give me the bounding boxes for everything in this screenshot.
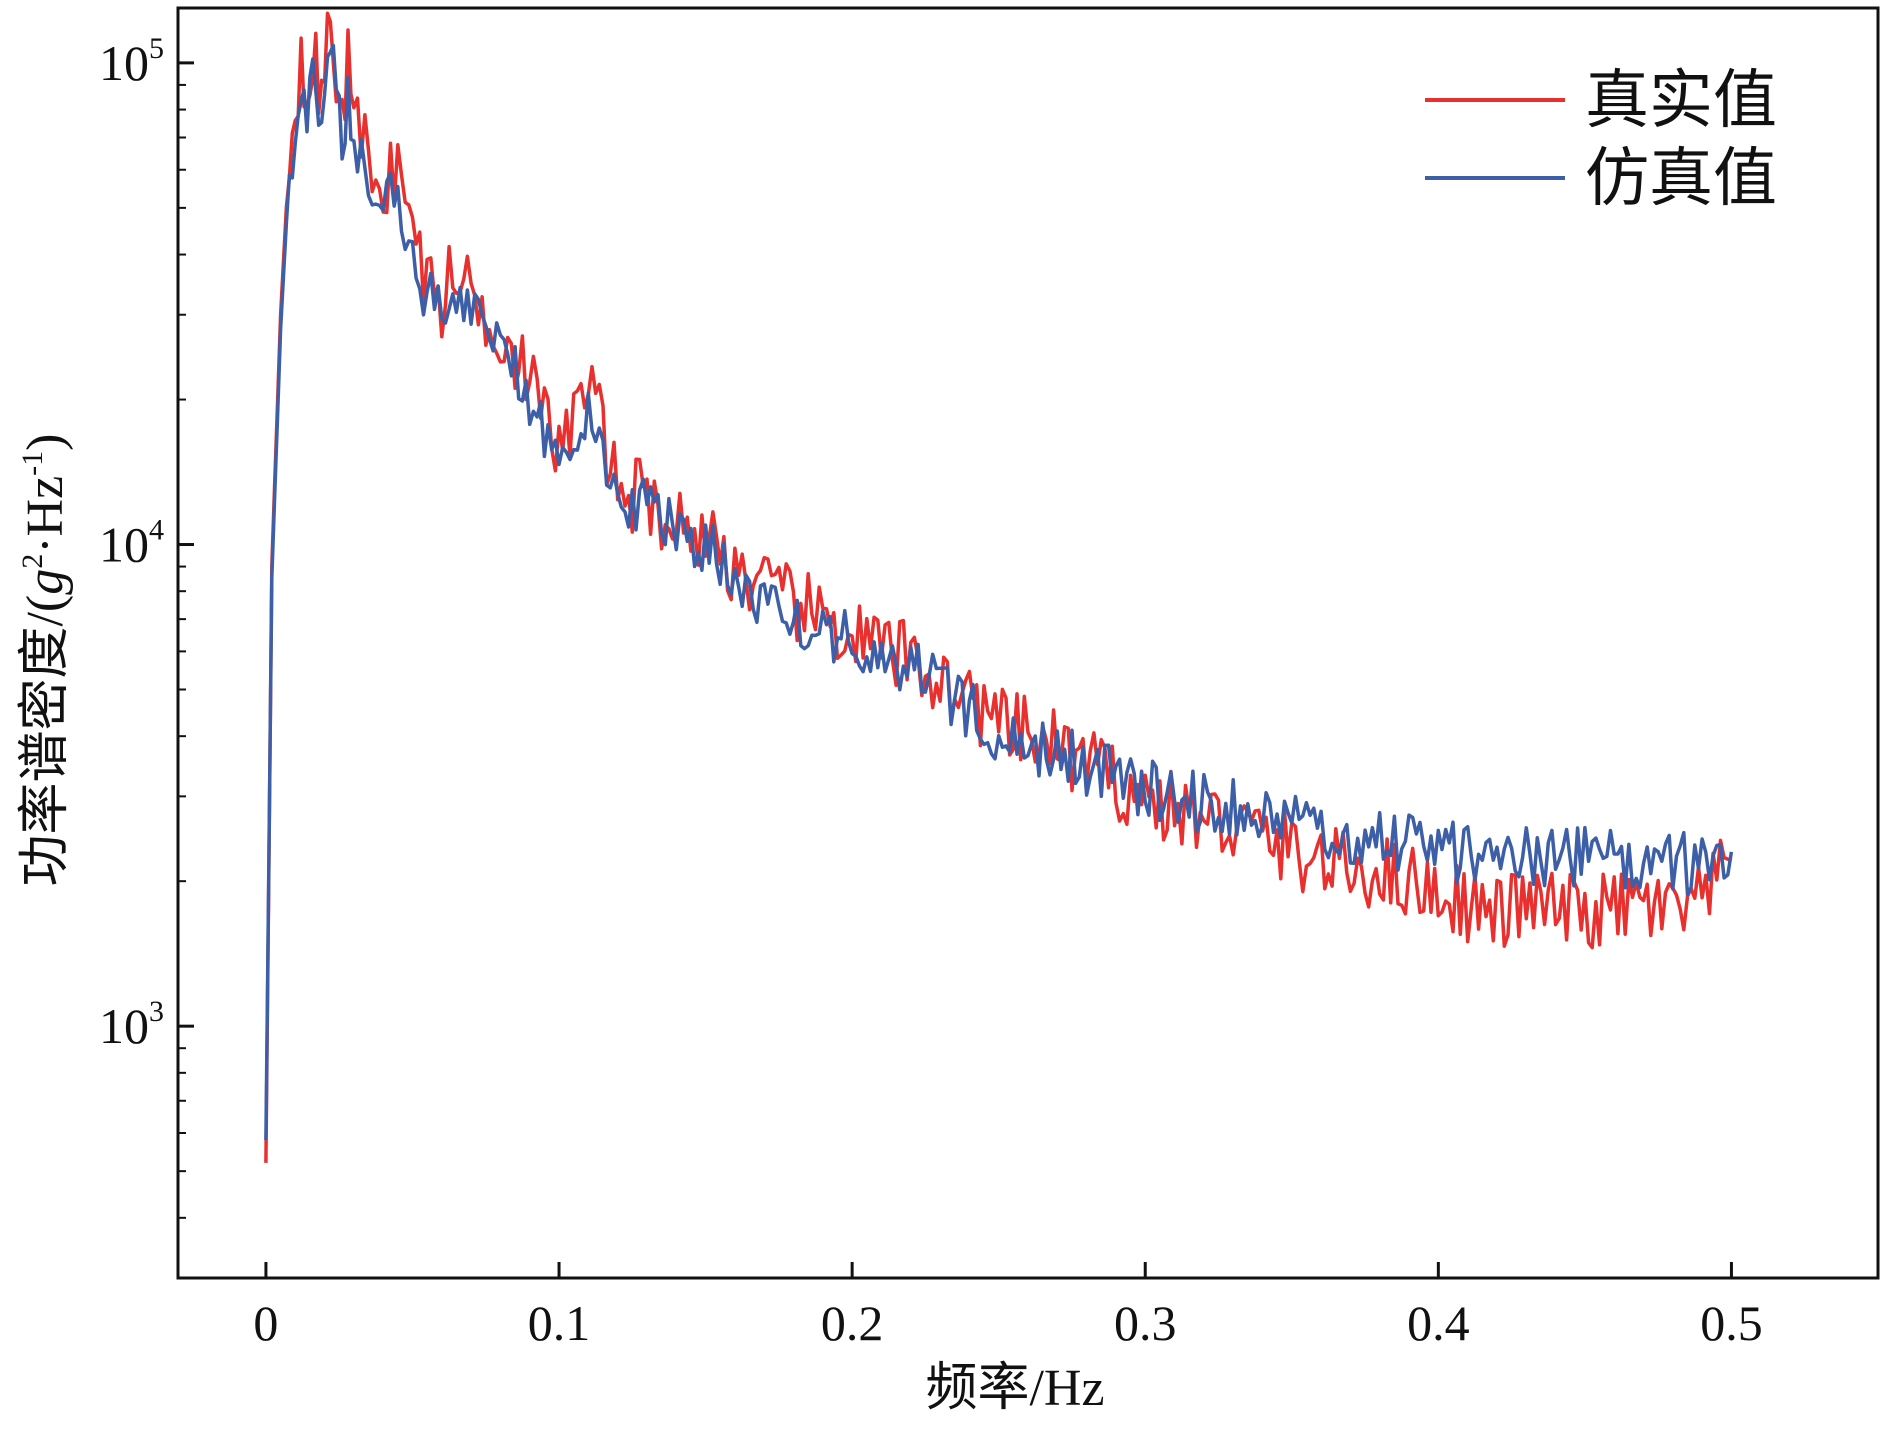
- y-axis-title-hz: ·Hz: [17, 476, 74, 554]
- x-tick-label: 0.3: [1114, 1295, 1177, 1351]
- y-tick-base: 10: [99, 517, 149, 573]
- legend-label-real: 真实值: [1585, 65, 1777, 136]
- x-tick-label: 0.2: [821, 1295, 884, 1351]
- series-layer: [264, 11, 1734, 1163]
- y-tick-base: 10: [99, 998, 149, 1054]
- series-line-real: [264, 11, 1733, 1163]
- plot-frame: [176, 6, 1880, 1280]
- y-tick-exp: 4: [149, 514, 164, 547]
- y-axis-title-g: g: [17, 569, 74, 595]
- y-axis-title-prefix: 功率谱密度/(: [17, 595, 74, 887]
- x-axis: 0 0.1 0.2 0.3 0.4 0.5: [253, 1262, 1763, 1351]
- y-axis-title-g-exp: 2: [16, 554, 49, 569]
- y-tick-label: 105: [99, 32, 164, 91]
- legend-label-sim: 仿真值: [1585, 143, 1777, 214]
- y-tick-exp: 5: [149, 32, 164, 65]
- y-axis-title-hz-exp: -1: [16, 451, 49, 476]
- legend: 真实值 仿真值: [1425, 65, 1777, 214]
- x-tick-label: 0.5: [1700, 1295, 1763, 1351]
- y-tick-label: 104: [99, 514, 164, 573]
- y-tick-label: 103: [99, 995, 164, 1054]
- x-tick-label: 0.4: [1407, 1295, 1470, 1351]
- y-axis-title-suffix: ): [17, 433, 74, 450]
- x-tick-label: 0: [253, 1295, 278, 1351]
- x-axis-title: 频率/Hz: [925, 1360, 1104, 1417]
- y-tick-base: 10: [99, 35, 149, 91]
- series-line-sim: [264, 43, 1734, 1141]
- y-tick-exp: 3: [149, 995, 164, 1028]
- x-tick-label: 0.1: [528, 1295, 591, 1351]
- y-axis-title: 功率谱密度/(g2·Hz-1): [16, 433, 74, 886]
